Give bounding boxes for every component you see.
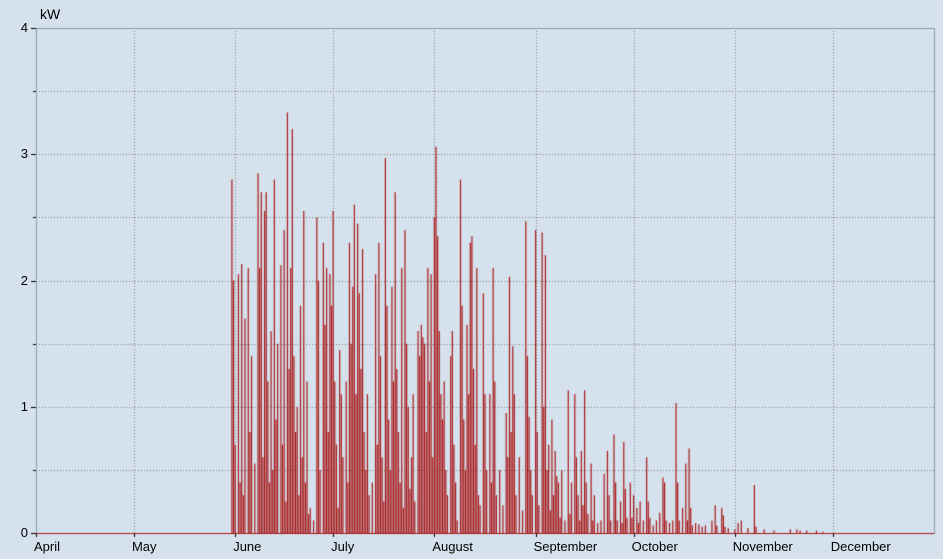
x-tick-label: September bbox=[534, 539, 598, 554]
x-tick-label: November bbox=[733, 539, 793, 554]
x-tick-label: August bbox=[432, 539, 472, 554]
power-timeseries-chart: kW 0 1 2 3 4 April May June July August September… bbox=[0, 0, 943, 559]
y-tick-label: 1 bbox=[0, 399, 28, 414]
chart-canvas bbox=[0, 0, 943, 559]
x-tick-label: April bbox=[34, 539, 60, 554]
x-tick-label: May bbox=[132, 539, 157, 554]
y-tick-label: 4 bbox=[0, 20, 28, 35]
y-tick-label: 3 bbox=[0, 146, 28, 161]
y-tick-label: 0 bbox=[0, 525, 28, 540]
x-tick-label: June bbox=[233, 539, 261, 554]
x-tick-label: July bbox=[331, 539, 354, 554]
x-tick-label: October bbox=[632, 539, 678, 554]
x-tick-label: December bbox=[831, 539, 891, 554]
y-axis-label: kW bbox=[40, 6, 60, 22]
y-tick-label: 2 bbox=[0, 273, 28, 288]
